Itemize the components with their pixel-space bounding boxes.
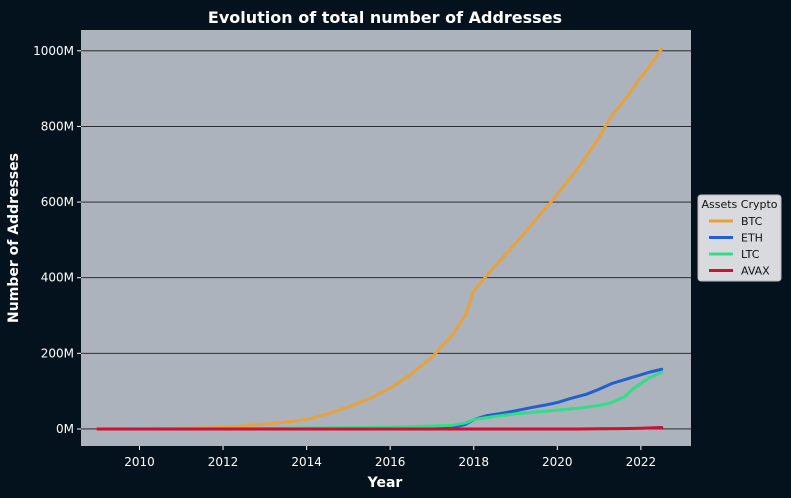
y-tick-label: 0M — [56, 422, 74, 436]
x-tick-label: 2022 — [626, 455, 657, 469]
y-tick-label: 400M — [41, 271, 74, 285]
series-line-avax — [96, 425, 664, 431]
y-tick-label: 1000M — [33, 44, 74, 58]
x-tick-label: 2020 — [542, 455, 573, 469]
legend-title: Assets Crypto — [701, 198, 777, 211]
x-tick-label: 2018 — [458, 455, 489, 469]
x-tick-label: 2016 — [375, 455, 406, 469]
legend-label-btc: BTC — [741, 215, 763, 228]
legend-label-eth: ETH — [741, 232, 763, 245]
series-lines — [96, 47, 664, 431]
legend-box — [697, 194, 782, 282]
series-line-btc — [96, 47, 664, 431]
y-tick-label: 800M — [41, 119, 74, 133]
x-tick-label: 2010 — [124, 455, 155, 469]
legend: Assets Crypto BTC ETH LTC AVAX — [697, 194, 782, 282]
chart-title: Evolution of total number of Addresses — [208, 8, 562, 27]
y-axis-ticks: 0M 200M 400M 600M 800M 1000M — [33, 44, 81, 436]
legend-items: BTC ETH LTC AVAX — [709, 215, 770, 278]
x-tick-label: 2014 — [291, 455, 322, 469]
legend-label-ltc: LTC — [741, 248, 760, 261]
y-tick-label: 600M — [41, 195, 74, 209]
x-tick-label: 2012 — [208, 455, 239, 469]
x-axis-label: Year — [367, 475, 403, 491]
y-axis-label: Number of Addresses — [6, 153, 22, 323]
legend-label-avax: AVAX — [741, 265, 770, 278]
x-axis-ticks: 2010 2012 2014 2016 2018 2020 2022 — [124, 446, 656, 469]
plot-area — [81, 30, 691, 446]
y-tick-label: 200M — [41, 346, 74, 360]
